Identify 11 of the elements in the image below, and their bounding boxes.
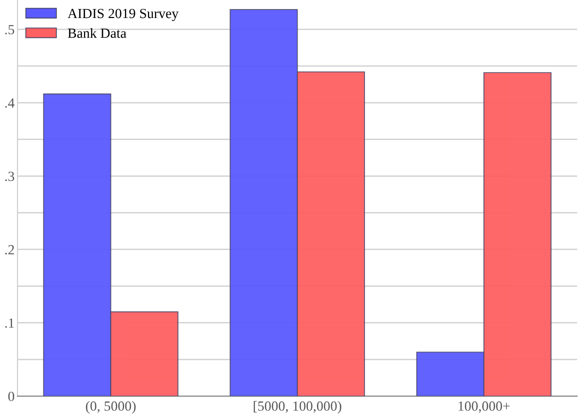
y-tick-label: .4 — [5, 98, 14, 108]
y-tick-label: 0 — [8, 392, 14, 402]
y-tick-label: .5 — [5, 25, 14, 34]
x-tick-label: 100,000+ — [458, 401, 510, 413]
legend-label: AIDIS 2019 Survey — [68, 8, 179, 22]
y-tick-label: .1 — [5, 318, 14, 328]
x-tick-label: [5000, 100,000) — [254, 401, 342, 414]
x-tick-label: (0, 5000) — [86, 401, 136, 414]
y-tick-label: .3 — [5, 172, 14, 182]
y-tick-label: .2 — [5, 245, 14, 254]
legend-label: Bank Data — [68, 28, 126, 38]
